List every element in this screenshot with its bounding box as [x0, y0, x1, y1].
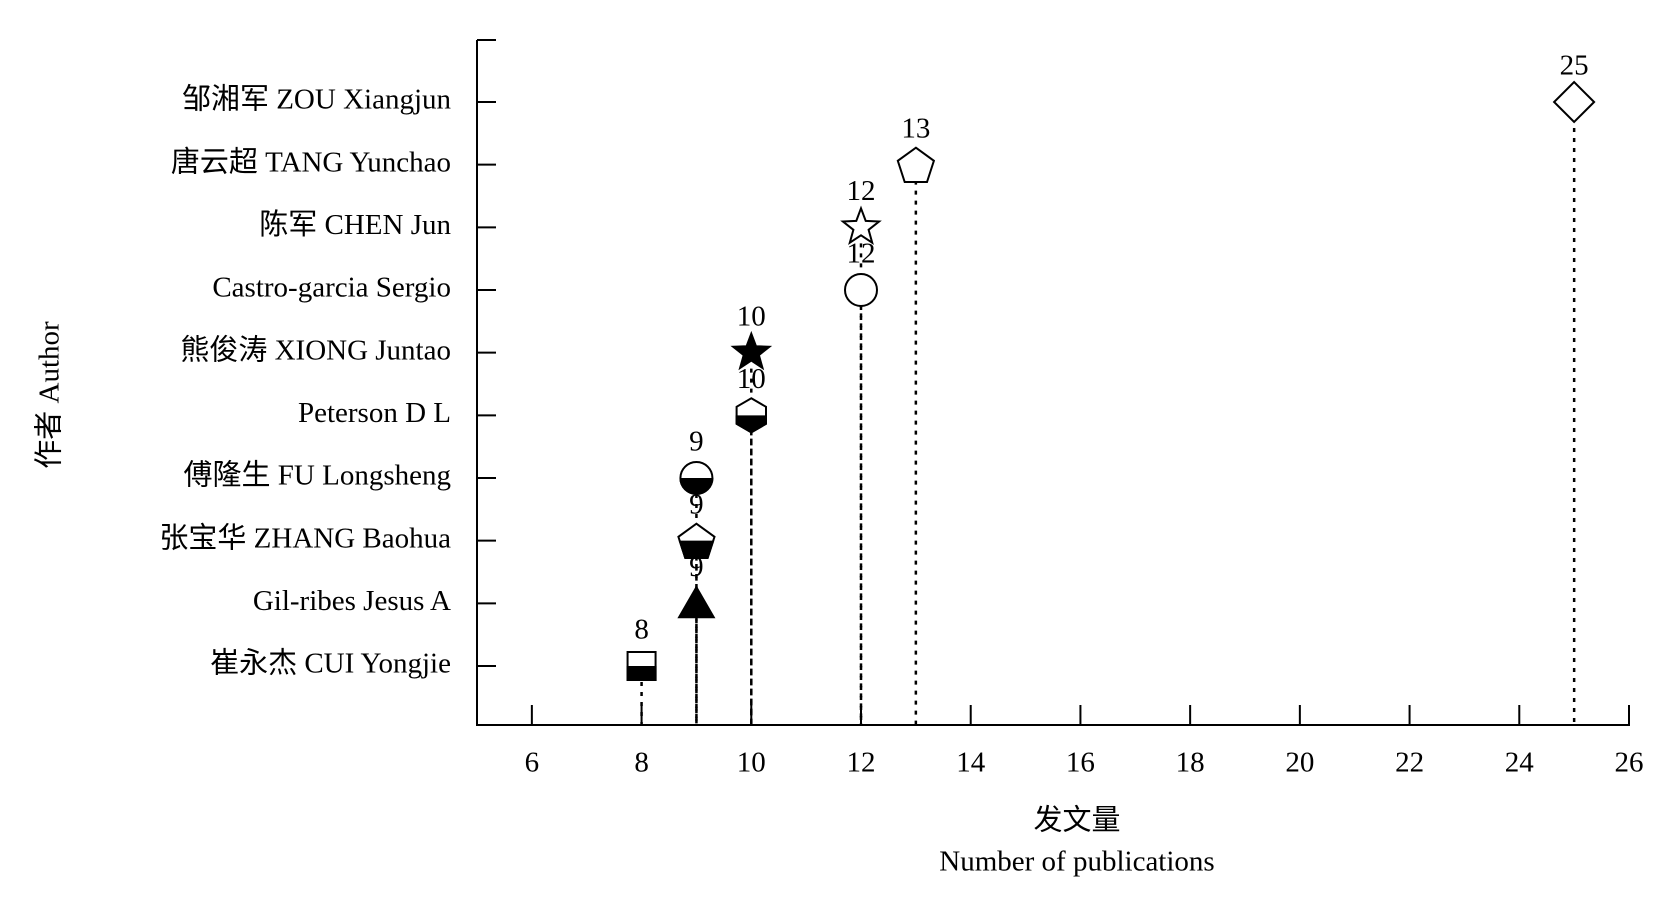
marker-fill	[678, 540, 715, 559]
marker-fill	[735, 415, 767, 434]
y-tick-label: 唐云超 TANG Yunchao	[171, 145, 451, 178]
marker	[677, 522, 716, 559]
y-tick-label: Peterson D L	[298, 397, 451, 429]
marker	[735, 397, 767, 434]
x-tick-label: 10	[737, 747, 766, 779]
marker	[1552, 80, 1596, 124]
marker-shape	[896, 146, 936, 183]
x-tick-label: 6	[525, 747, 540, 779]
marker	[896, 146, 936, 183]
data-label: 10	[737, 363, 766, 395]
y-tick-label: 崔永杰 CUI Yongjie	[210, 647, 451, 680]
x-tick-label: 20	[1285, 747, 1314, 779]
data-label: 9	[689, 551, 704, 583]
marker-shape	[844, 273, 878, 307]
marker	[844, 273, 878, 307]
marker-shape	[677, 585, 716, 619]
x-tick-label: 26	[1615, 747, 1644, 779]
marker-fill	[626, 666, 657, 681]
x-tick-label: 22	[1395, 747, 1424, 779]
y-axis-label: 作者 Author	[33, 321, 66, 469]
y-tick-label: 张宝华 ZHANG Baohua	[159, 521, 451, 554]
marker-fill	[679, 478, 714, 495]
marker-shape	[840, 205, 882, 246]
y-tick-label: 傅隆生 FU Longsheng	[184, 459, 451, 492]
x-tick-label: 12	[847, 747, 876, 779]
marker-shape	[730, 330, 773, 371]
marker	[730, 330, 773, 371]
marker-shape	[1552, 80, 1596, 124]
y-tick-label: Gil-ribes Jesus A	[253, 585, 451, 617]
data-label: 13	[901, 112, 930, 144]
data-label: 12	[847, 238, 876, 270]
data-label: 9	[689, 488, 704, 520]
y-tick-label: 陈军 CHEN Jun	[259, 208, 451, 241]
y-tick-label: 熊俊涛 XIONG Juntao	[180, 333, 451, 366]
data-label: 25	[1560, 50, 1589, 82]
y-tick-label: Castro-garcia Sergio	[212, 272, 451, 304]
x-tick-label: 14	[956, 747, 986, 779]
x-tick-label: 24	[1505, 747, 1535, 779]
data-label: 9	[689, 426, 704, 458]
marker	[677, 585, 716, 619]
x-axis-label: Number of publications	[939, 846, 1214, 878]
x-tick-label: 8	[634, 747, 649, 779]
data-label: 10	[737, 300, 766, 332]
marker	[840, 205, 882, 246]
x-axis-label: 发文量	[1033, 804, 1120, 837]
x-tick-label: 16	[1066, 747, 1095, 779]
marker	[679, 461, 714, 495]
y-tick-label: 邹湘军 ZOU Xiangjun	[182, 83, 452, 116]
data-label: 8	[634, 614, 649, 646]
data-label: 12	[847, 175, 876, 207]
x-tick-label: 18	[1176, 747, 1205, 779]
marker	[626, 651, 657, 681]
